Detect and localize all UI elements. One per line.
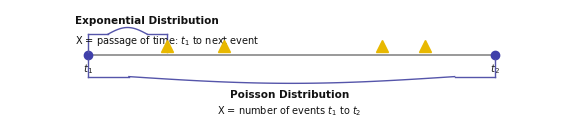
Text: X = number of events $t_1$ to $t_2$: X = number of events $t_1$ to $t_2$ (218, 104, 362, 118)
Text: Exponential Distribution: Exponential Distribution (75, 16, 219, 26)
Text: $t_2$: $t_2$ (490, 62, 501, 76)
Text: X = passage of time: $t_1$ to next event: X = passage of time: $t_1$ to next event (75, 34, 259, 48)
Text: Poisson Distribution: Poisson Distribution (230, 90, 349, 100)
Text: $t_1$: $t_1$ (83, 62, 93, 76)
